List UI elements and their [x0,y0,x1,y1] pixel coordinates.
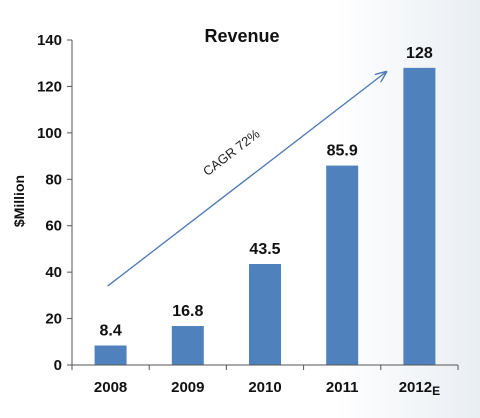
chart-title: Revenue [204,26,279,46]
data-label-2012: 128 [406,45,433,62]
bars-group [94,67,436,365]
x-tick-label-2009: 2009 [171,379,204,396]
y-tick-label: 80 [45,171,62,188]
x-tick-label-2012: 2012E [399,379,440,398]
x-tick-label-2010: 2010 [248,379,281,396]
y-tick-label: 20 [45,311,62,328]
y-tick-label: 0 [54,357,62,374]
y-tick-label: 100 [37,125,62,142]
y-tick-label: 60 [45,218,62,235]
y-axis-ticks: 0 20 40 60 80 100 120 140 [37,32,72,374]
y-axis-title: $Million [11,175,27,227]
bar-2011 [326,165,359,365]
data-labels-group: 8.4 16.8 43.5 85.9 128 [99,45,432,340]
data-label-2008: 8.4 [99,323,121,340]
y-tick-label: 140 [37,32,62,49]
bar-2009 [171,326,204,365]
x-tick-label-2008: 2008 [94,379,127,396]
cagr-arrow [107,73,386,287]
y-tick-label: 40 [45,264,62,281]
data-label-2009: 16.8 [172,303,203,320]
data-label-2010: 43.5 [249,241,280,258]
data-label-2011: 85.9 [327,143,358,160]
y-tick-label: 120 [37,78,62,95]
bar-2012 [403,67,436,365]
bar-2008 [94,345,127,365]
x-tick-label-2011: 2011 [326,379,359,396]
x-axis-ticks: 2008 2009 2010 2011 2012E [71,365,459,398]
bar-2010 [249,264,281,365]
